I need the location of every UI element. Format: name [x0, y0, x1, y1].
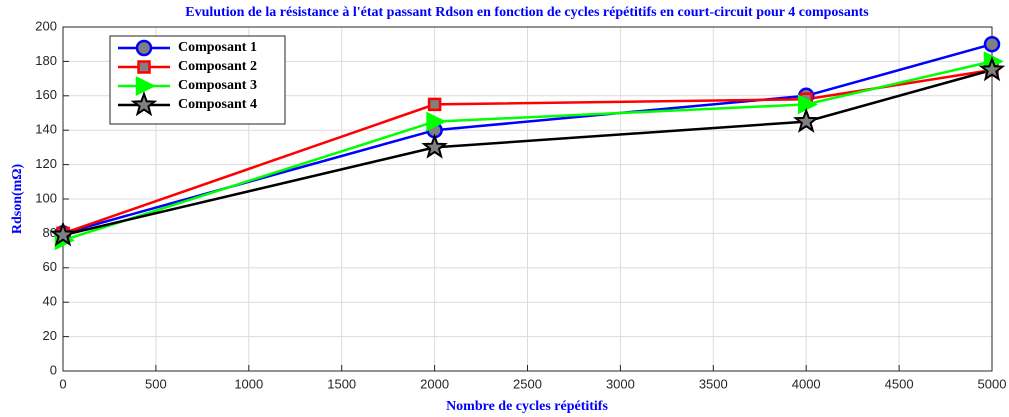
x-axis-label: Nombre de cycles répétitifs — [446, 399, 608, 414]
y-tick-label: 160 — [35, 87, 57, 102]
y-tick-label: 140 — [35, 122, 57, 137]
chart-title: Evulution de la résistance à l'état pass… — [185, 5, 869, 20]
x-tick-label: 3000 — [606, 376, 635, 391]
legend-label: Composant 2 — [178, 59, 257, 74]
marker — [797, 94, 818, 115]
y-tick-label: 0 — [50, 362, 57, 377]
series-line — [62, 68, 993, 235]
marker — [135, 39, 153, 57]
y-tick-label: 100 — [35, 190, 57, 205]
marker — [137, 60, 151, 74]
plot-frame — [62, 26, 993, 372]
y-tick-label: 180 — [35, 53, 57, 68]
x-tick-label: 0 — [59, 376, 66, 391]
x-tick-label: 500 — [145, 376, 167, 391]
marker — [792, 107, 820, 133]
series-line — [62, 68, 993, 237]
legend-label: Composant 3 — [178, 78, 257, 93]
x-tick-label: 2500 — [513, 376, 542, 391]
y-tick-label: 40 — [43, 294, 57, 309]
x-tick-label: 1500 — [327, 376, 356, 391]
legend-label: Composant 4 — [178, 97, 257, 112]
y-tick-label: 120 — [35, 156, 57, 171]
x-tick-label: 4500 — [885, 376, 914, 391]
y-tick-label: 80 — [43, 225, 57, 240]
x-tick-label: 2000 — [420, 376, 449, 391]
x-tick-label: 4000 — [792, 376, 821, 391]
marker — [426, 111, 447, 132]
y-tick-label: 200 — [35, 18, 57, 33]
y-tick-label: 60 — [43, 259, 57, 274]
marker — [49, 221, 77, 247]
series-line — [62, 60, 993, 242]
marker — [421, 133, 448, 159]
marker — [427, 97, 442, 112]
y-axis-label: Rdson(mΩ) — [10, 163, 25, 234]
legend: Composant 1 Composant 2 Composant 3 Composa… — [109, 35, 286, 125]
marker — [135, 75, 156, 97]
legend-label: Composant 1 — [178, 40, 257, 55]
x-tick-label: 1000 — [234, 376, 263, 391]
x-tick-label: 5000 — [978, 376, 1007, 391]
marker — [978, 56, 1006, 82]
x-tick-label: 3500 — [699, 376, 728, 391]
marker — [983, 35, 1001, 53]
y-tick-label: 20 — [43, 328, 57, 343]
marker — [130, 91, 158, 117]
